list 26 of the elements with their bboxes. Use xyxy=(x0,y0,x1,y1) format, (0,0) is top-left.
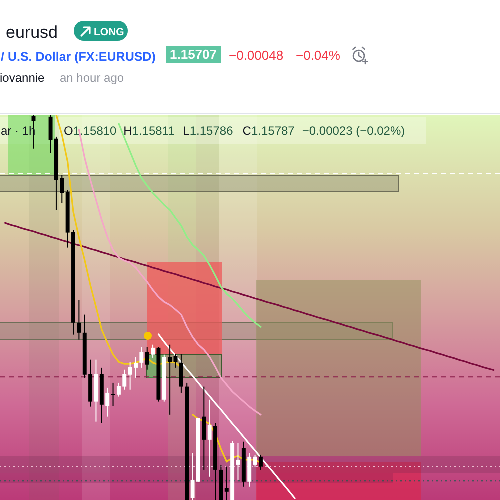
annotation: C1.15787 xyxy=(242,124,296,138)
chart-subtitle: / U.S. Dollar (FX:EURUSD) xyxy=(1,50,156,64)
text: −0.04% xyxy=(296,48,341,63)
candlestick xyxy=(111,382,116,407)
candlestick xyxy=(179,354,184,394)
candlestick xyxy=(140,346,144,368)
annotation: O1.15810 xyxy=(64,124,118,138)
chart-title: eurusd xyxy=(6,23,58,42)
text: LONG xyxy=(94,26,124,38)
candlestick xyxy=(253,454,258,468)
annotation: H1.15811 xyxy=(124,124,176,138)
candlestick xyxy=(168,344,172,416)
text: −0.00048 xyxy=(229,48,284,63)
text: iovannie xyxy=(0,71,46,85)
annotation: −0.00023 (−0.02%) xyxy=(302,124,406,138)
text: an hour ago xyxy=(60,71,124,85)
candlestick xyxy=(151,344,156,358)
candlestick xyxy=(202,386,206,470)
candlestick xyxy=(208,399,212,478)
annotation: L1.15786 xyxy=(183,124,234,138)
candlestick xyxy=(106,387,110,418)
candlestick xyxy=(258,454,263,470)
candlestick xyxy=(224,466,229,500)
candlestick xyxy=(145,346,150,370)
candlestick xyxy=(77,300,82,340)
text: 1.15707 xyxy=(170,47,217,62)
